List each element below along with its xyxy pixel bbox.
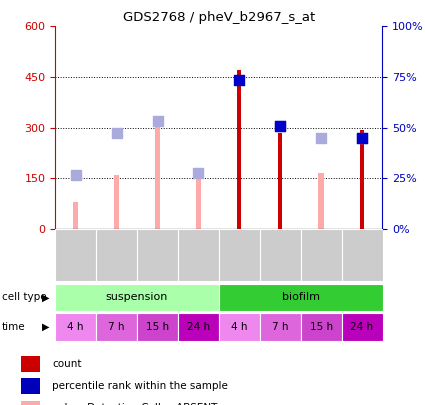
Text: 4 h: 4 h xyxy=(68,322,84,332)
Bar xyxy=(237,70,241,229)
Text: 15 h: 15 h xyxy=(146,322,169,332)
Bar xyxy=(73,202,78,229)
Text: time: time xyxy=(2,322,26,332)
Text: 7 h: 7 h xyxy=(108,322,125,332)
Point xyxy=(236,77,243,83)
Bar xyxy=(219,284,382,311)
Point xyxy=(359,134,366,141)
Bar xyxy=(318,173,324,229)
Bar xyxy=(96,229,137,281)
Bar xyxy=(196,173,201,229)
Bar xyxy=(360,130,364,229)
Point xyxy=(277,123,283,129)
Text: 24 h: 24 h xyxy=(351,322,374,332)
Point xyxy=(113,130,120,136)
Bar xyxy=(21,401,40,405)
Text: count: count xyxy=(52,359,82,369)
Bar xyxy=(55,229,96,281)
Point xyxy=(359,134,366,141)
Bar xyxy=(155,126,160,229)
Bar xyxy=(260,229,300,281)
Bar xyxy=(178,229,219,281)
Text: percentile rank within the sample: percentile rank within the sample xyxy=(52,381,228,391)
Title: GDS2768 / pheV_b2967_s_at: GDS2768 / pheV_b2967_s_at xyxy=(123,11,315,24)
Point xyxy=(72,172,79,178)
Bar xyxy=(96,313,137,341)
Bar xyxy=(55,313,96,341)
Text: ▶: ▶ xyxy=(42,322,50,332)
Bar xyxy=(219,229,260,281)
Bar xyxy=(342,313,383,341)
Bar xyxy=(21,378,40,394)
Text: 4 h: 4 h xyxy=(231,322,248,332)
Bar xyxy=(300,229,342,281)
Bar xyxy=(21,356,40,372)
Text: suspension: suspension xyxy=(106,292,168,302)
Bar xyxy=(55,284,219,311)
Bar xyxy=(300,313,342,341)
Bar xyxy=(342,229,383,281)
Point xyxy=(195,170,202,177)
Point xyxy=(154,117,161,124)
Text: 7 h: 7 h xyxy=(272,322,289,332)
Text: biofilm: biofilm xyxy=(282,292,320,302)
Bar xyxy=(137,313,178,341)
Bar xyxy=(178,313,219,341)
Text: ▶: ▶ xyxy=(42,292,50,302)
Bar xyxy=(137,229,178,281)
Bar xyxy=(114,175,119,229)
Text: 15 h: 15 h xyxy=(309,322,333,332)
Bar xyxy=(260,313,300,341)
Text: cell type: cell type xyxy=(2,292,47,302)
Point xyxy=(318,134,325,141)
Text: value, Detection Call = ABSENT: value, Detection Call = ABSENT xyxy=(52,403,218,405)
Bar xyxy=(278,133,282,229)
Text: 24 h: 24 h xyxy=(187,322,210,332)
Bar xyxy=(219,313,260,341)
Point xyxy=(277,123,283,129)
